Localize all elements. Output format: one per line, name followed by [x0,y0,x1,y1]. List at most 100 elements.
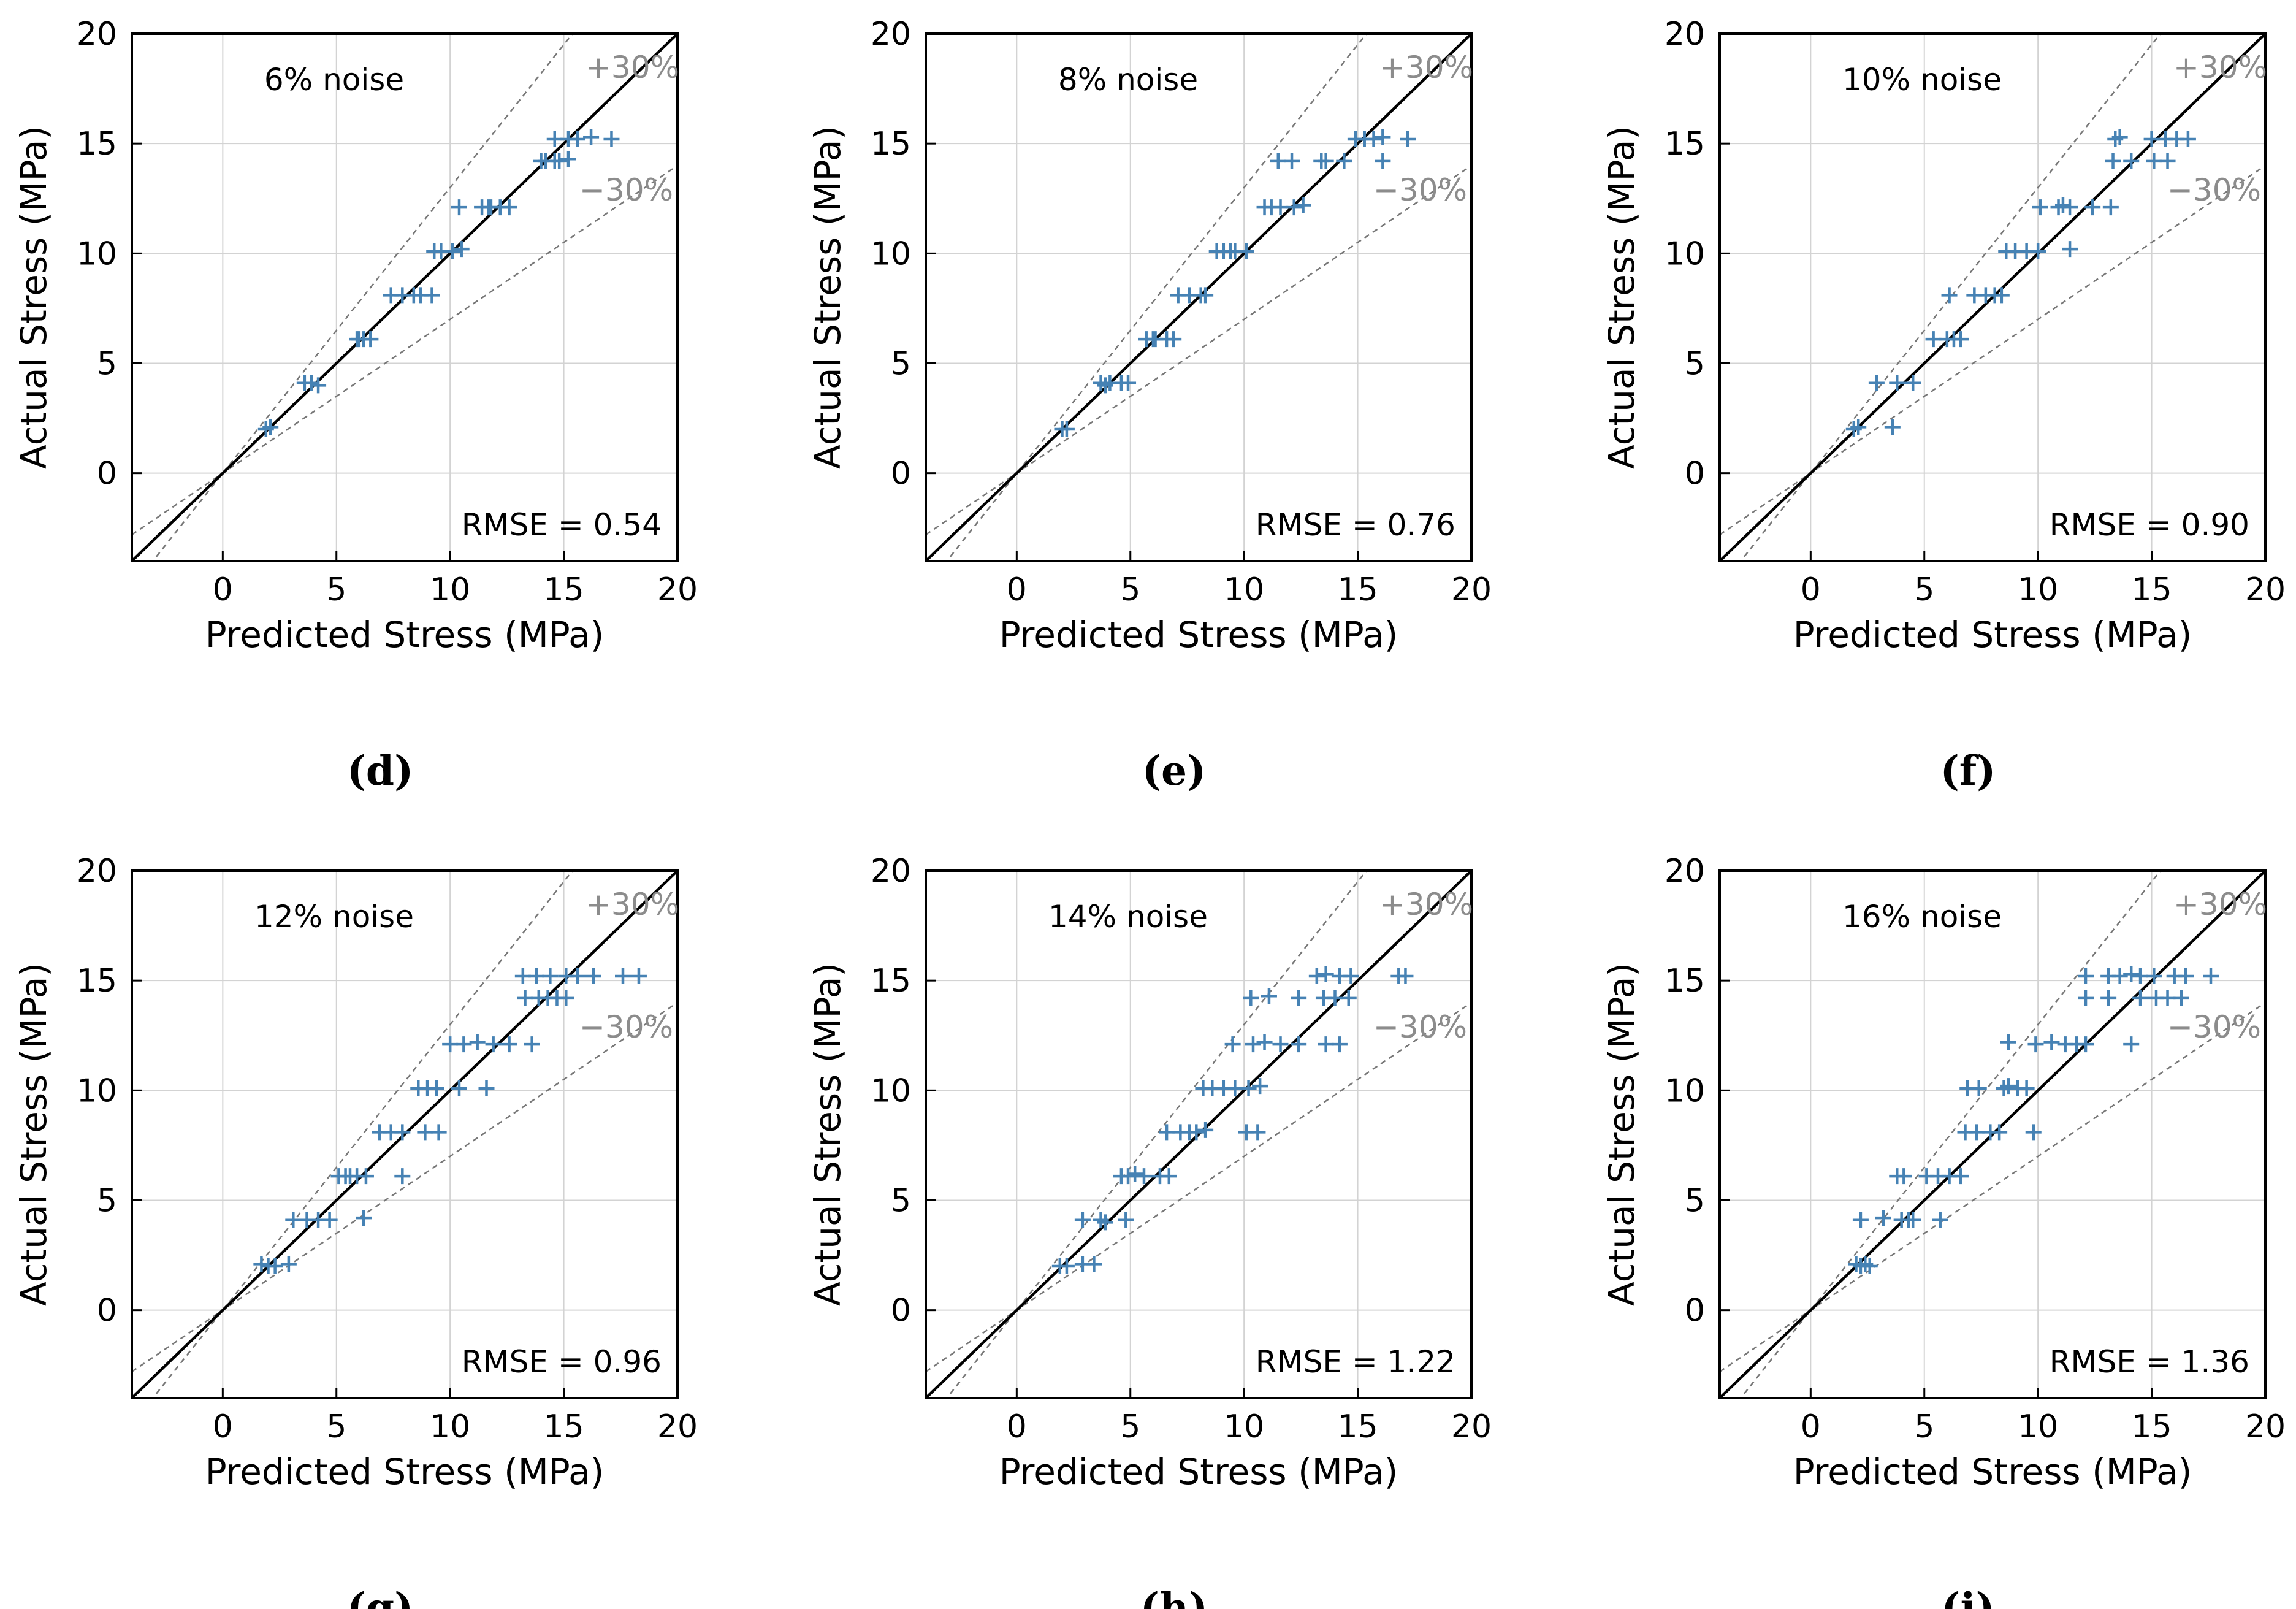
data-point [1941,287,1958,304]
data-point [528,968,545,984]
x-axis-label: Predicted Stress (MPa) [1793,614,2192,655]
x-tick-label: 10 [2018,571,2058,608]
data-point [1261,988,1277,1004]
noise-label: 14% noise [1048,899,1208,934]
minus-30-label: −30% [1373,1009,1467,1045]
y-tick-label: 10 [1665,235,1705,272]
data-point [1240,1080,1257,1096]
identity-line [1720,871,2265,1398]
data-point [517,990,533,1006]
data-point [1295,197,1311,213]
x-axis-label: Predicted Stress (MPa) [999,1451,1398,1492]
y-tick-label: 5 [1685,1183,1705,1220]
data-point [1340,990,1357,1006]
data-point [453,241,470,258]
data-point [310,377,327,394]
plus-30-label: +30% [1379,887,1473,922]
y-tick-label: 15 [77,963,117,999]
data-point [1086,1256,1102,1272]
data-point [1188,1124,1205,1141]
x-tick-label: 15 [2131,571,2172,608]
data-point [394,1124,411,1141]
x-tick-label: 5 [1914,571,1934,608]
x-tick-label: 20 [2245,571,2286,608]
y-axis-label: Actual Stress (MPa) [1601,126,1642,469]
data-point [1197,1122,1214,1138]
plot-area [132,34,677,561]
data-point [424,287,440,304]
y-tick-label: 10 [77,1072,117,1109]
data-point [558,990,574,1006]
data-point [1058,1258,1075,1274]
data-point [1224,1036,1241,1053]
data-point [2084,199,2101,216]
data-point [442,1036,459,1053]
x-tick-label: 0 [1801,1408,1821,1445]
data-point [524,1036,540,1053]
data-point [2054,197,2071,213]
y-axis-label: Actual Stress (MPa) [807,126,849,469]
data-point [1905,375,1921,391]
x-tick-label: 10 [430,571,470,608]
data-point [501,199,517,216]
y-tick-label: 0 [97,1293,117,1329]
y-tick-label: 15 [1665,126,1705,162]
y-tick-label: 0 [1685,1293,1705,1329]
data-point [569,131,585,147]
data-point [1397,968,1414,984]
minus-30-line [926,164,1471,536]
y-tick-label: 10 [1665,1072,1705,1109]
plus-30-label: +30% [2173,887,2267,922]
noise-label: 12% noise [254,899,414,934]
data-point [1336,153,1352,169]
y-tick-label: 0 [891,1293,911,1329]
rmse-label: RMSE = 0.76 [1256,507,1455,543]
x-tick-label: 0 [1801,571,1821,608]
data-point [1284,153,1300,169]
minus-30-line [132,164,677,536]
data-point [2123,1036,2140,1053]
x-tick-label: 15 [543,1408,584,1445]
data-point [1256,1034,1273,1050]
plot-area [926,871,1471,1398]
plot-frame [925,869,1473,1399]
data-point [1850,419,1867,435]
x-tick-label: 0 [213,1408,233,1445]
data-point [1286,199,1302,216]
data-point [2146,968,2162,984]
y-tick-label: 5 [891,1183,911,1220]
y-tick-label: 15 [871,963,911,999]
x-tick-label: 20 [657,571,698,608]
data-point [1058,421,1075,437]
data-point [280,1256,297,1272]
data-point [1896,1168,1912,1185]
y-tick-label: 10 [871,1072,911,1109]
data-point [469,1034,486,1050]
data-point [362,331,379,348]
y-tick-label: 20 [77,853,117,890]
data-point [2062,241,2078,258]
data-point [1861,1258,1878,1274]
y-tick-label: 5 [97,346,117,383]
data-point [357,1168,374,1185]
data-point [2032,199,2048,216]
data-point [456,1036,472,1053]
data-point [1400,131,1416,147]
x-tick-label: 15 [543,571,584,608]
data-point [1249,1124,1266,1141]
y-tick-label: 5 [891,346,911,383]
data-point [1291,990,1307,1006]
x-tick-label: 15 [1337,1408,1378,1445]
plus-30-line [1739,871,2162,1398]
data-point [1318,966,1334,982]
chart-panel: 0 5 10 15 20 0 5 10 15 20 Predicted Stress (MPa) Ac… [807,16,1492,795]
y-axis-label: Actual Stress (MPa) [1601,963,1642,1306]
y-tick-label: 15 [1665,963,1705,999]
data-point [1852,1212,1869,1228]
plus-30-line [945,34,1368,561]
data-point [2027,1036,2044,1053]
y-axis-label: Actual Stress (MPa) [13,963,55,1306]
plus-30-label: +30% [585,887,679,922]
data-point [2180,131,2196,147]
identity-line [926,34,1471,561]
